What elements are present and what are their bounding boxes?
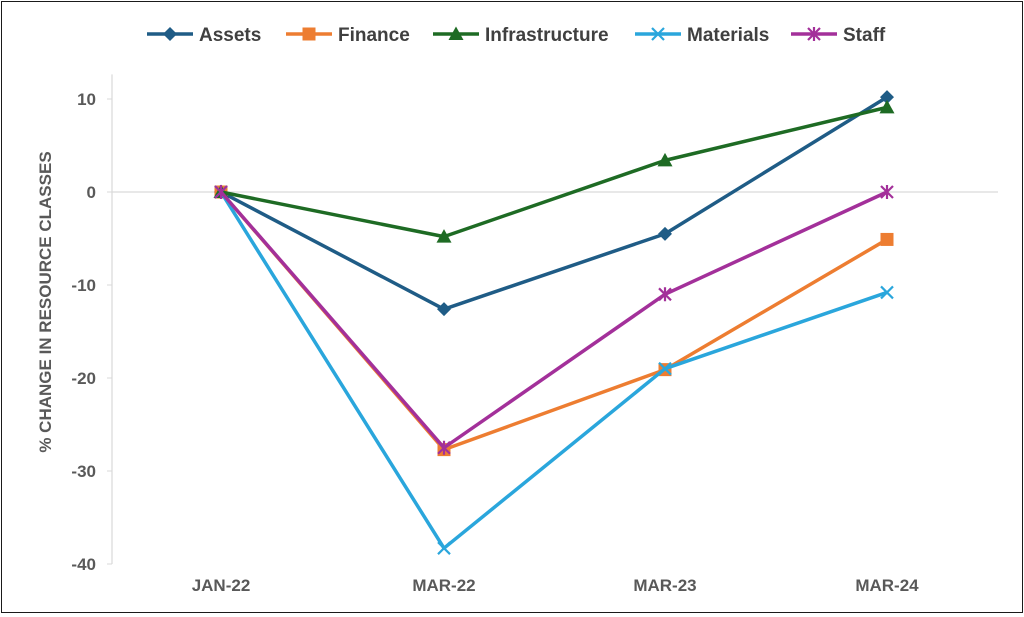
- y-tick-label: -40: [71, 555, 96, 574]
- series-line-materials: [219, 191, 888, 550]
- x-tick-label: MAR-23: [633, 576, 696, 595]
- series-layer: [213, 90, 895, 555]
- legend: Assets Finance Infrastructure Materials Staf…: [147, 25, 886, 46]
- series-assets: [214, 90, 894, 317]
- legend-label: Infrastructure: [485, 25, 609, 46]
- data-point-infrastructure: [657, 152, 673, 167]
- legend-item-staff: Staff: [791, 25, 886, 46]
- axes: 10 0 -10 -20 -30 -40 JAN-22 MAR-22 MAR-23 MAR-24: [71, 74, 998, 595]
- data-point-infrastructure: [879, 99, 895, 114]
- legend-marker-square: [302, 27, 316, 41]
- y-tick-label: -10: [71, 276, 96, 295]
- data-point-staff: [214, 185, 228, 199]
- data-point-materials: [880, 285, 894, 300]
- x-tick-label: MAR-24: [855, 576, 919, 595]
- legend-label: Materials: [687, 25, 769, 46]
- y-axis-label: % CHANGE IN RESOURCE CLASSES: [36, 151, 55, 452]
- legend-label: Assets: [199, 25, 261, 46]
- series-finance: [214, 185, 894, 457]
- x-tick-label: MAR-22: [412, 576, 475, 595]
- series-line-finance: [219, 190, 888, 452]
- legend-marker-x: [651, 27, 665, 41]
- series-staff: [214, 185, 894, 455]
- data-point-materials: [658, 361, 672, 376]
- legend-item-materials: Materials: [635, 25, 769, 46]
- series-line-assets: [220, 95, 888, 311]
- y-tick-label: 0: [87, 183, 96, 202]
- data-point-staff: [437, 440, 451, 455]
- legend-item-finance: Finance: [286, 25, 410, 46]
- x-tick-label: JAN-22: [192, 576, 251, 595]
- data-point-assets: [437, 302, 451, 317]
- data-point-infrastructure: [436, 229, 452, 243]
- data-point-assets: [658, 226, 672, 241]
- y-tick-label: -20: [71, 369, 96, 388]
- data-point-materials: [437, 541, 451, 555]
- legend-item-infrastructure: Infrastructure: [433, 25, 609, 46]
- data-point-finance: [880, 232, 894, 246]
- data-point-staff: [880, 185, 894, 199]
- legend-item-assets: Assets: [147, 25, 261, 46]
- data-point-staff: [658, 287, 672, 302]
- y-tick-label: 10: [77, 90, 96, 109]
- legend-label: Finance: [338, 25, 410, 46]
- series-line-staff: [219, 190, 888, 450]
- y-tick-label: -30: [71, 462, 96, 481]
- legend-marker-star: [807, 27, 821, 41]
- legend-marker-diamond: [163, 27, 177, 41]
- series-line-infrastructure: [220, 105, 888, 239]
- legend-marker-triangle: [448, 26, 464, 40]
- legend-label: Staff: [843, 25, 886, 46]
- data-point-assets: [880, 90, 894, 105]
- series-materials: [214, 185, 894, 555]
- series-infrastructure: [213, 99, 895, 243]
